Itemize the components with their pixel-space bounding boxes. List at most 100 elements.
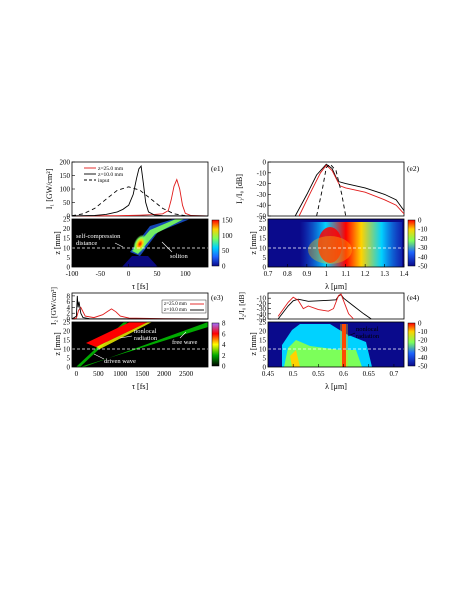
e3-cb-label-0: 0 (222, 363, 226, 371)
e4-top-frame (267, 292, 405, 320)
e2-map-xtick-label-0: 0.7 (264, 270, 273, 278)
e4-map-ytick-label-3: 15 (259, 337, 267, 345)
e3-map-xtick-label-1: 500 (93, 370, 104, 378)
e3-annotation-driven-wave: driven wave (104, 358, 136, 365)
e2-map-xtick-label-1: 0.8 (283, 270, 292, 278)
e4-top-ylabel: I₂/I₀ [dB] (237, 292, 246, 320)
e4-map-xlabel: λ [μm] (325, 382, 347, 391)
e1-annotation-self-compression: self-compression (76, 233, 121, 240)
e1-series-0-line (71, 178, 209, 217)
e3-top-ytick-label-2: 4 (67, 304, 71, 312)
e3-cb-label-1: 2 (222, 352, 226, 360)
e3-map-xlabel: τ [fs] (132, 382, 149, 391)
e4-map-ytick-label-4: 20 (259, 328, 267, 336)
e3-top-plot-area (71, 295, 209, 320)
e2-map-ytick-label-1: 5 (263, 254, 267, 262)
e3-map-ytick-label-5: 25 (63, 319, 71, 327)
e2-map-band (300, 222, 402, 267)
e2-top-ylabel: I₁/I₀ [dB] (235, 174, 244, 204)
e1-legend-label-1: z=10.0 mm (98, 172, 124, 178)
e4-top-ytick-label-3: -40 (257, 310, 267, 318)
e1-map-frame (71, 218, 209, 268)
e1-series-1-line (71, 165, 209, 217)
e1-cb-label-2: 100 (222, 232, 233, 240)
e3-colorbar (211, 322, 220, 367)
e1-legend-label-0: z=25.0 mm (98, 166, 124, 172)
e2-top-plot-area (294, 163, 405, 217)
e3-legend-label-0: z=25.0 mm (164, 302, 187, 307)
e3-map: nonlocal radiation free wave driven wave (71, 321, 209, 368)
e4-top-y-ticks: -10-20-30-40-50 (257, 295, 271, 324)
e1-legend-label-2: input (98, 178, 110, 184)
e2-map-xtick-label-2: 0.9 (302, 270, 311, 278)
e3-annotation-arrow-1 (119, 335, 133, 339)
e3-map-xtick-label-5: 2500 (179, 370, 194, 378)
e3-top-ytick-label-3: 6 (67, 298, 71, 306)
e4-top-ytick-label-0: -10 (257, 295, 267, 303)
e3-colorbar-ticks: 0 2 4 6 8 (222, 320, 226, 371)
e3-annotation-free-wave: free wave (172, 339, 198, 346)
e1-map-ytick-label-0: 0 (67, 264, 71, 272)
e1-legend: z=25.0 mm z=10.0 mm input (84, 166, 124, 184)
e2-panel-label: (e2) (407, 164, 420, 173)
e2-map-xtick-label-5: 1.2 (361, 270, 370, 278)
e1-colorbar-ticks: 0 50 100 150 (222, 217, 233, 271)
e3-map-frame (71, 321, 209, 368)
e4-colorbar (407, 322, 416, 367)
e4-map-ylabel: z [mm] (249, 332, 258, 356)
e1-cb-label-0: 0 (222, 263, 226, 271)
e3-map-xtick-label-4: 2000 (157, 370, 172, 378)
e2-map-xlabel: λ [μm] (325, 282, 347, 291)
e1-panel-label: (e1) (211, 164, 224, 173)
e2-series-2-line (316, 163, 347, 217)
e4-series-1-line (277, 293, 354, 320)
e4-annotation-nonlocal: nonlocal (356, 326, 379, 333)
e2-top-ytick-label-5: -50 (257, 213, 267, 221)
e3-top-ytick-label-4: 8 (67, 292, 71, 300)
e2-top-ytick-label-3: -30 (257, 191, 267, 199)
e1-top-frame (71, 161, 209, 217)
e4-map-ytick-label-0: 0 (263, 364, 267, 372)
e4-series-0-line (277, 294, 372, 320)
e3-map-ylabel: z [mm] (53, 332, 62, 356)
e1-map-ytick-label-3: 15 (63, 235, 71, 243)
e1-annotation-arrow-2 (161, 241, 173, 253)
e1-map-xtick-label-1: -50 (96, 270, 106, 278)
e2-top-frame (267, 161, 405, 217)
e1-map-xtick-label-3: 50 (154, 270, 162, 278)
e3-top-ylabel: I₂ [GW/cm²] (49, 287, 58, 325)
e3-map-ytick-label-3: 15 (63, 337, 71, 345)
e1-top-ytick-label-1: 50 (63, 199, 71, 207)
e2-map-core-halo (308, 236, 352, 264)
e1-annotation-soliton: soliton (170, 253, 188, 260)
e2-cb-label-3: -30 (418, 244, 428, 252)
e4-annotation-arrow (347, 332, 356, 337)
e4-map-ytick-label-1: 5 (263, 355, 267, 363)
e3-map-nonlocal-radiation (86, 322, 148, 347)
e3-annotation-radiation: radiation (134, 335, 158, 342)
e2-map-xtick-label-7: 1.4 (400, 270, 409, 278)
e4-cb-label-4: -40 (418, 354, 428, 362)
e1-colorbar (211, 219, 220, 267)
e2-map-ytick-label-0: 0 (263, 264, 267, 272)
e2-cb-label-2: -20 (418, 235, 428, 243)
e4-map-xtick-label-0: 0.45 (262, 370, 275, 378)
e4-map-xtick-label-2: 0.55 (312, 370, 325, 378)
e1-map-ytick-label-2: 10 (63, 244, 71, 252)
e4-annotation-radiation: radiation (356, 333, 380, 340)
panel-e2: 0-10-20-30-40-50 I₁/I₀ [dB] (e2) 0.7 0.8 0… (235, 159, 428, 292)
e2-top-ytick-label-2: -20 (257, 180, 267, 188)
e2-colorbar-ticks: 0-10-20-30-40 -50 (418, 217, 428, 271)
e1-map-xtick-label-4: 100 (180, 270, 191, 278)
e2-colorbar (407, 219, 416, 267)
e2-top-y-ticks: 0 -10 -20 -30 -40 -50 (257, 159, 271, 221)
e1-map-ytick-label-1: 5 (67, 254, 71, 262)
e1-map-focus-spot (133, 234, 147, 254)
e4-map-radiation-glow (340, 324, 348, 367)
e1-top-ytick-label-3: 150 (60, 172, 71, 180)
